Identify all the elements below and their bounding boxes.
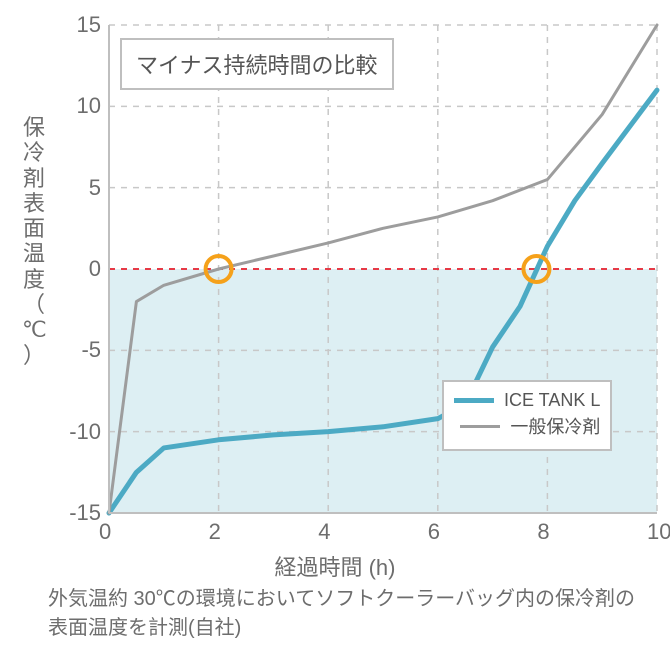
legend: ICE TANK L一般保冷剤: [442, 380, 612, 451]
x-axis-label: 経過時間 (h): [0, 550, 670, 582]
chart-title-box: マイナス持続時間の比較: [120, 38, 394, 90]
x-tick-label: 10: [647, 519, 670, 545]
y-tick-label: 0: [89, 256, 101, 282]
x-tick-label: 4: [318, 519, 330, 545]
legend-item: ICE TANK L: [454, 390, 600, 411]
y-tick-label: 5: [89, 175, 101, 201]
legend-swatch: [454, 398, 494, 403]
x-tick-label: 8: [537, 519, 549, 545]
y-tick-label: -15: [69, 500, 101, 526]
y-tick-label: -10: [69, 419, 101, 445]
y-tick-label: 15: [77, 12, 101, 38]
y-tick-label: 10: [77, 93, 101, 119]
chart-title: マイナス持続時間の比較: [136, 53, 378, 78]
legend-swatch: [460, 425, 500, 428]
x-tick-label: 0: [99, 519, 111, 545]
legend-label: 一般保冷剤: [510, 413, 600, 439]
y-axis-label: 保 冷 剤 表 面 温 度 （ ℃ ）: [22, 115, 46, 368]
legend-label: ICE TANK L: [504, 390, 600, 411]
y-tick-label: -5: [81, 337, 101, 363]
x-tick-label: 2: [209, 519, 221, 545]
x-tick-label: 6: [428, 519, 440, 545]
chart-caption: 外気温約 30℃の環境においてソフトクーラーバッグ内の保冷剤の表面温度を計測(自…: [48, 585, 638, 643]
legend-item: 一般保冷剤: [454, 413, 600, 439]
